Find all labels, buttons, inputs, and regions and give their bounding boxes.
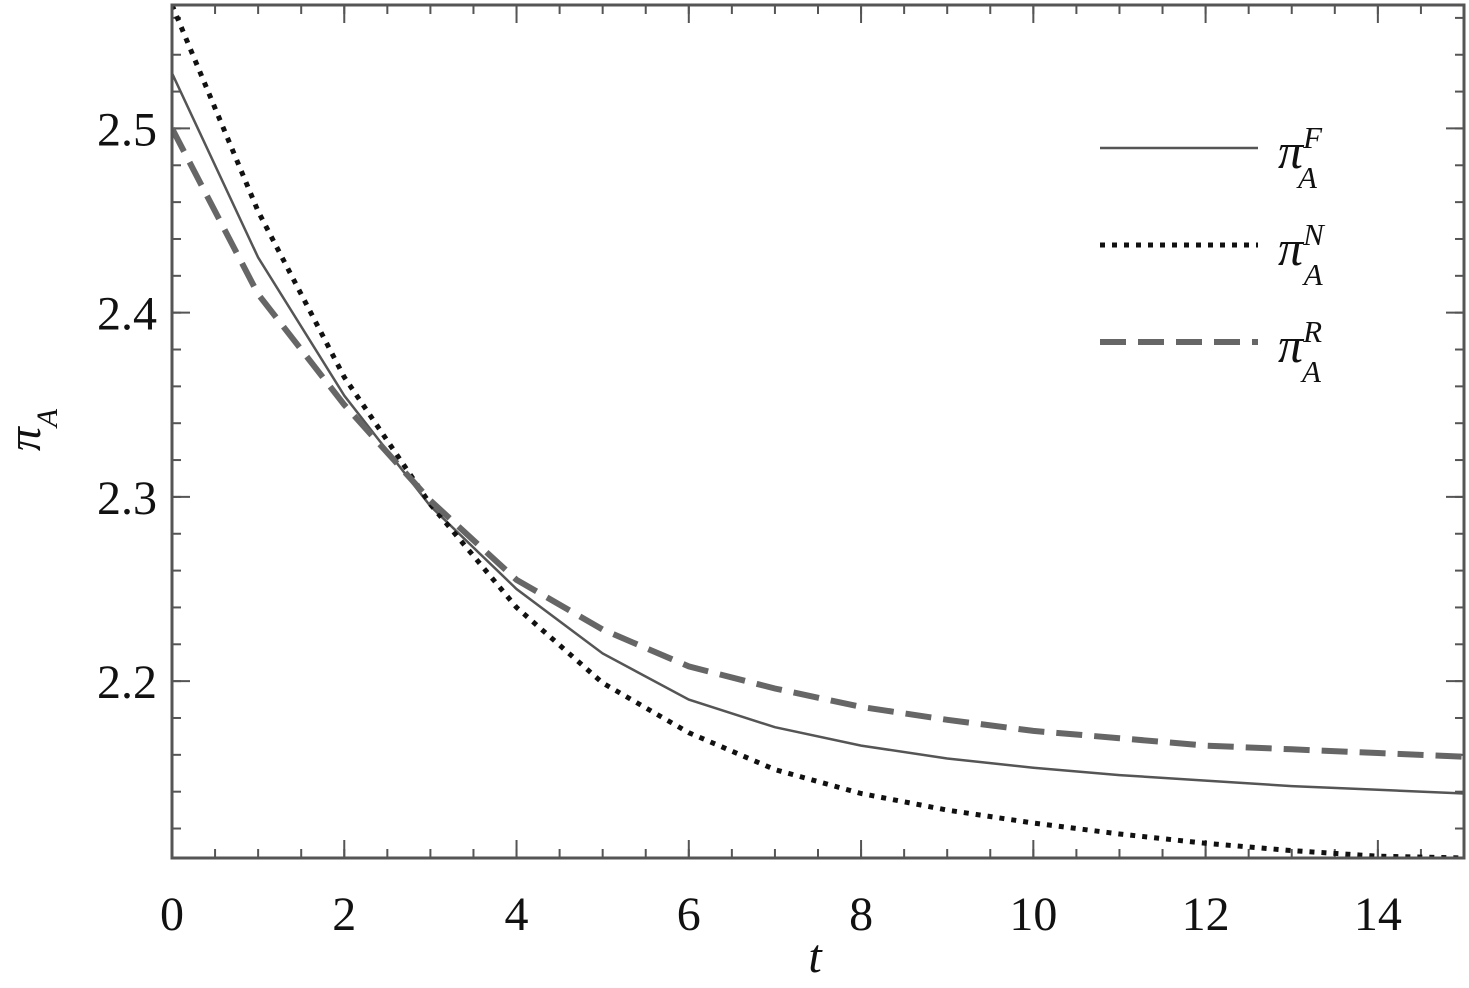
x-tick-label: 12 xyxy=(1182,888,1230,941)
x-tick-label: 6 xyxy=(677,888,701,941)
x-tick-label: 10 xyxy=(1009,888,1057,941)
x-tick-label: 8 xyxy=(849,888,873,941)
x-tick-label: 0 xyxy=(160,888,184,941)
legend-label: πF A xyxy=(1278,120,1323,195)
y-tick-label: 2.2 xyxy=(97,656,157,709)
x-tick-label: 4 xyxy=(505,888,529,941)
legend-label: πR A xyxy=(1278,314,1322,389)
x-tick-label: 2 xyxy=(332,888,356,941)
line-series xyxy=(172,127,1464,760)
x-axis-label: t xyxy=(808,930,823,983)
x-tick-label: 14 xyxy=(1354,888,1402,941)
plot-frame xyxy=(170,3,1466,860)
line-series xyxy=(172,72,1464,795)
y-tick-label: 2.5 xyxy=(97,103,157,156)
y-axis-label: πA xyxy=(0,408,64,451)
y-tick-label: 2.3 xyxy=(97,472,157,525)
y-tick-label: 2.4 xyxy=(97,288,157,341)
legend-label: πN A xyxy=(1278,217,1326,292)
